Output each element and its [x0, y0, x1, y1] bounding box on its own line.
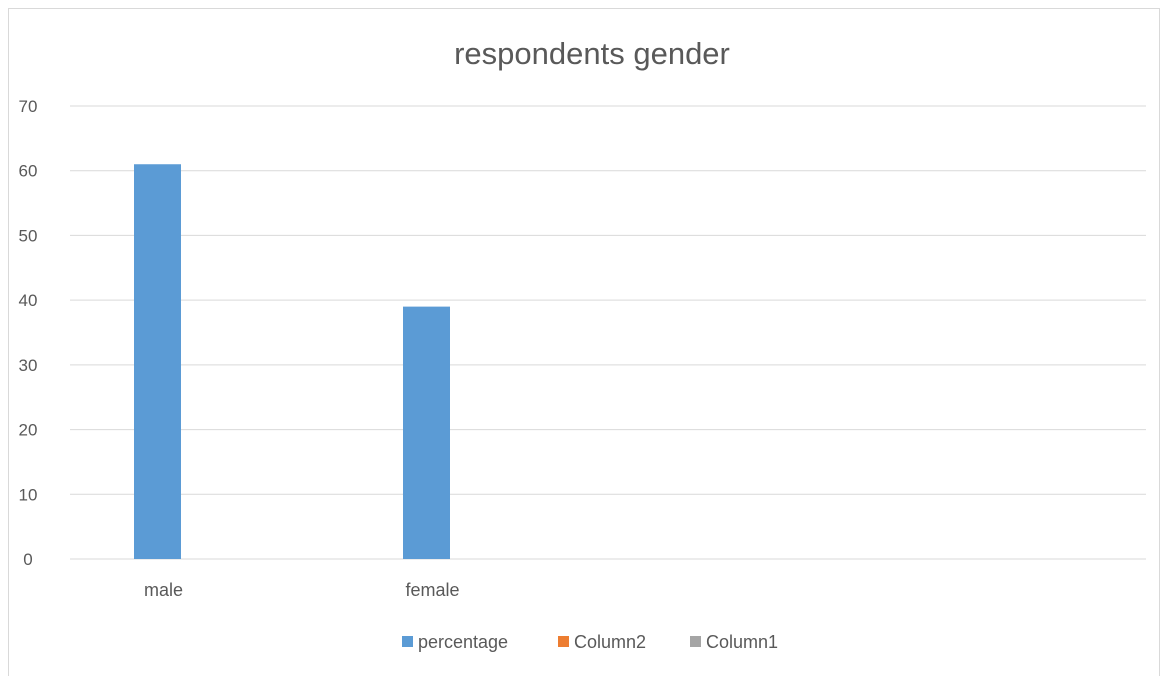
legend-label: Column2 [574, 632, 646, 652]
legend-swatch [402, 636, 413, 647]
legend-swatch [558, 636, 569, 647]
y-tick-label: 30 [19, 356, 38, 375]
legend-label: Column1 [706, 632, 778, 652]
bar-percentage-female [403, 306, 450, 559]
chart-frame [8, 8, 1160, 676]
legend-item-Column2: Column2 [558, 632, 646, 652]
legend-item-percentage: percentage [402, 632, 508, 652]
y-tick-label: 0 [23, 550, 32, 569]
y-tick-label: 60 [19, 162, 38, 181]
chart-title: respondents gender [454, 36, 730, 71]
legend-label: percentage [418, 632, 508, 652]
y-tick-label: 70 [19, 97, 38, 116]
gridlines [70, 105, 1146, 560]
x-axis-labels: male female [144, 580, 460, 600]
x-tick-label: male [144, 580, 183, 600]
y-axis-ticks: 0 10 20 30 40 50 60 70 [19, 97, 38, 569]
y-tick-label: 40 [19, 291, 38, 310]
legend-swatch [690, 636, 701, 647]
bar-percentage-male [134, 164, 181, 559]
x-tick-label: female [405, 580, 459, 600]
legend: percentage Column2 Column1 [402, 632, 778, 652]
bars [134, 164, 450, 559]
y-tick-label: 10 [19, 485, 38, 504]
y-tick-label: 20 [19, 421, 38, 440]
legend-item-Column1: Column1 [690, 632, 778, 652]
y-tick-label: 50 [19, 226, 38, 245]
